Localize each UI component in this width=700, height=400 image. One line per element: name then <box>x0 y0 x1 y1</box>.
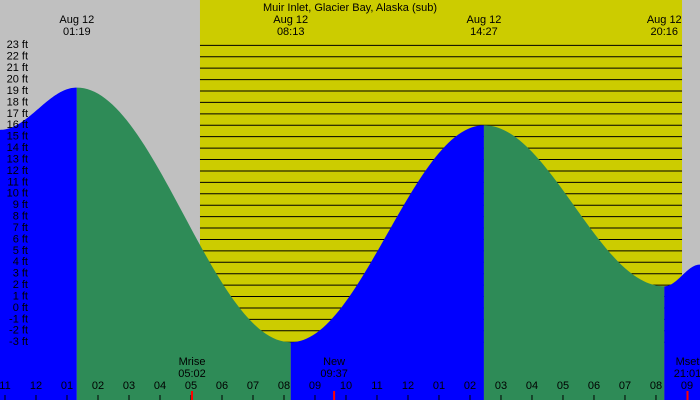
y-tick-label: 14 ft <box>7 142 28 154</box>
x-tick-label: 04 <box>526 380 538 392</box>
x-tick-label: 10 <box>340 380 352 392</box>
x-tick-label: 12 <box>402 380 414 392</box>
x-tick-label: 08 <box>278 380 290 392</box>
x-tick-label: 11 <box>371 380 382 392</box>
y-tick-label: 22 ft <box>7 51 28 63</box>
x-tick-label: 03 <box>123 380 135 392</box>
y-tick-label: 4 ft <box>13 256 28 268</box>
extreme-time: 20:16 <box>650 26 678 38</box>
y-tick-label: 9 ft <box>13 199 28 211</box>
falling-tide-area <box>483 125 665 400</box>
extreme-time: 01:19 <box>63 26 91 38</box>
chart-title: Muir Inlet, Glacier Bay, Alaska (sub) <box>263 2 437 14</box>
x-tick-label: 06 <box>216 380 228 392</box>
extreme-time: 14:27 <box>470 26 498 38</box>
x-tick-label: 12 <box>30 380 42 392</box>
x-tick-label: 09 <box>309 380 321 392</box>
y-tick-label: 15 ft <box>7 131 28 143</box>
x-tick-label: 05 <box>185 380 197 392</box>
y-tick-label: 19 ft <box>7 85 28 97</box>
y-tick-label: 0 ft <box>13 302 28 314</box>
extreme-date: Aug 12 <box>273 14 308 26</box>
y-tick-label: 20 ft <box>7 73 28 85</box>
extreme-time: 08:13 <box>277 26 305 38</box>
x-tick-label: 04 <box>154 380 166 392</box>
y-tick-label: 10 ft <box>7 188 28 200</box>
x-tick-label: 02 <box>464 380 476 392</box>
y-tick-label: -1 ft <box>9 313 28 325</box>
y-tick-label: -3 ft <box>9 336 28 348</box>
y-tick-label: 1 ft <box>13 290 28 302</box>
y-tick-label: 13 ft <box>7 153 28 165</box>
x-tick-label: 02 <box>92 380 104 392</box>
event-time: 05:02 <box>178 368 206 380</box>
x-tick-label: 07 <box>247 380 259 392</box>
y-tick-label: 3 ft <box>13 268 28 280</box>
x-tick-label: 05 <box>557 380 569 392</box>
y-tick-label: 11 ft <box>7 176 28 188</box>
y-tick-label: 16 ft <box>7 119 28 131</box>
rising-tide-area <box>290 125 484 400</box>
x-tick-label: 08 <box>650 380 662 392</box>
x-tick-label: 03 <box>495 380 507 392</box>
y-tick-label: 18 ft <box>7 96 28 108</box>
y-tick-label: -2 ft <box>9 325 28 337</box>
event-label: Mrise <box>179 356 206 368</box>
x-tick-label: 01 <box>61 380 73 392</box>
y-tick-label: 23 ft <box>7 39 28 51</box>
extreme-date: Aug 12 <box>59 14 94 26</box>
extreme-date: Aug 12 <box>466 14 501 26</box>
extreme-date: Aug 12 <box>647 14 682 26</box>
y-tick-label: 8 ft <box>13 211 28 223</box>
y-tick-label: 12 ft <box>7 165 28 177</box>
rising-tide-area <box>664 264 700 400</box>
y-tick-label: 5 ft <box>13 245 28 257</box>
x-tick-label: 07 <box>619 380 631 392</box>
y-tick-label: 21 ft <box>7 62 28 74</box>
x-tick-label: 09 <box>681 380 693 392</box>
y-tick-label: 2 ft <box>13 279 28 291</box>
x-tick-label: 06 <box>588 380 600 392</box>
event-label: Mset <box>676 356 700 368</box>
event-time: 09:37 <box>320 368 348 380</box>
event-time: 21:01 <box>674 368 700 380</box>
y-tick-label: 7 ft <box>13 222 28 234</box>
falling-tide-area <box>76 87 291 400</box>
tide-areas <box>0 87 700 400</box>
x-tick-label: 11 <box>0 380 11 392</box>
y-tick-label: 17 ft <box>7 108 28 120</box>
y-tick-label: 6 ft <box>13 233 28 245</box>
rising-tide-area <box>0 87 77 400</box>
x-tick-label: 01 <box>433 380 445 392</box>
event-label: New <box>323 356 345 368</box>
